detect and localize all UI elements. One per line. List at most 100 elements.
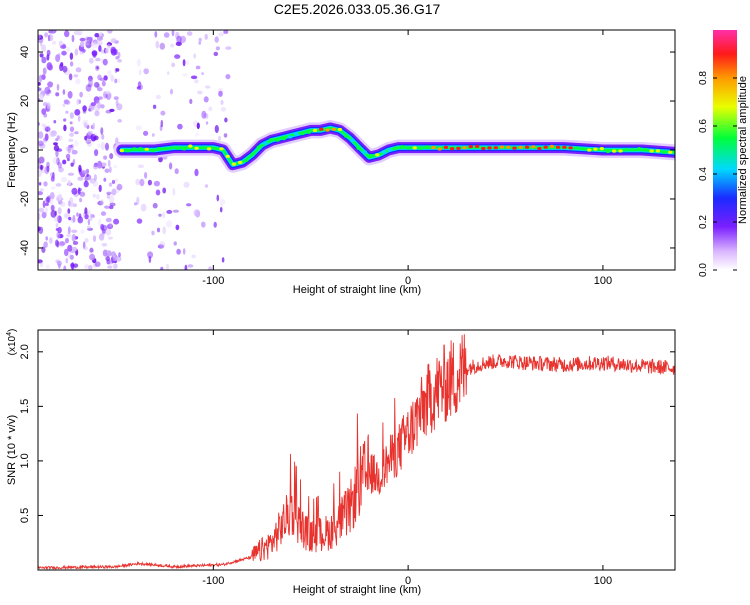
- noise-speck: [195, 132, 199, 137]
- noise-speck: [186, 60, 190, 65]
- noise-speck: [40, 164, 43, 171]
- noise-speck: [113, 164, 117, 169]
- noise-speck: [152, 104, 157, 110]
- noise-speck: [89, 36, 94, 42]
- noise-speck: [96, 194, 100, 200]
- noise-speck: [84, 40, 91, 46]
- noise-speck: [107, 265, 113, 269]
- noise-speck: [172, 187, 176, 196]
- noise-speck: [46, 165, 50, 173]
- noise-speck: [102, 58, 108, 66]
- noise-speck: [203, 96, 209, 103]
- noise-speck: [67, 244, 73, 252]
- noise-speck: [162, 211, 166, 219]
- noise-speck: [109, 166, 112, 174]
- noise-speck: [47, 81, 53, 88]
- ridge-peak: [238, 160, 243, 165]
- noise-speck: [87, 83, 93, 88]
- noise-speck: [50, 186, 56, 190]
- noise-speck: [84, 207, 88, 216]
- snr-multiplier-base: (x10: [7, 335, 18, 355]
- ridge-peak: [649, 149, 654, 153]
- noise-speck: [87, 227, 94, 231]
- noise-speck: [86, 36, 93, 45]
- noise-speck: [44, 133, 49, 141]
- noise-speck: [116, 78, 121, 83]
- noise-speck: [224, 117, 228, 123]
- noise-speck: [65, 153, 71, 160]
- noise-speck: [198, 37, 202, 42]
- noise-speck: [158, 213, 162, 217]
- noise-speck: [110, 74, 115, 82]
- snr-frame: [37, 329, 676, 571]
- noise-speck: [88, 265, 93, 270]
- noise-speck: [86, 225, 91, 230]
- noise-speck: [218, 32, 225, 37]
- ridge-peak: [200, 146, 205, 150]
- noise-speck: [62, 159, 67, 165]
- snr-plot-area: [38, 334, 675, 570]
- noise-speck: [50, 130, 57, 137]
- noise-speck: [100, 104, 105, 109]
- noise-speck: [71, 187, 78, 195]
- noise-speck: [56, 135, 60, 140]
- colorbar-tick-label: 0.2: [698, 215, 709, 229]
- ridge-peak: [368, 154, 374, 158]
- noise-speck: [94, 261, 101, 268]
- noise-speck: [65, 237, 69, 244]
- ridge-peak: [431, 145, 436, 150]
- noise-speck: [166, 220, 173, 228]
- noise-speck: [82, 119, 89, 128]
- noise-speck: [47, 64, 54, 71]
- noise-speck: [41, 211, 47, 219]
- ridge-peak: [213, 146, 218, 151]
- noise-speck: [74, 131, 79, 135]
- ridge-peak: [637, 147, 642, 151]
- noise-speck: [109, 258, 113, 265]
- ridge-peak: [418, 146, 424, 150]
- noise-speck: [46, 49, 51, 57]
- ridge-peak: [599, 147, 604, 151]
- noise-speck: [88, 108, 91, 112]
- noise-speck: [57, 53, 61, 59]
- noise-speck: [156, 227, 161, 233]
- x-tick-label: -100: [202, 575, 224, 587]
- noise-speck: [64, 212, 70, 219]
- noise-speck: [174, 168, 179, 175]
- noise-speck: [78, 164, 82, 173]
- noise-speck: [91, 105, 95, 111]
- noise-speck: [218, 135, 221, 141]
- noise-speck: [38, 169, 42, 177]
- noise-speck: [160, 119, 164, 128]
- noise-speck: [219, 198, 226, 205]
- ridge-peak: [325, 128, 330, 132]
- spectrogram-y-label: Frequency (Hz): [6, 112, 18, 188]
- x-tick-label: -100: [202, 275, 224, 287]
- noise-speck: [74, 109, 81, 116]
- noise-speck: [63, 118, 67, 122]
- ridge-peak: [125, 149, 131, 153]
- noise-speck: [41, 74, 46, 80]
- noise-speck: [213, 51, 219, 57]
- snr-axes: -100 0 100 0.5 1.0 1.5 2.0: [19, 330, 675, 587]
- ridge-peak: [661, 150, 667, 154]
- noise-speck: [98, 233, 105, 241]
- ridge-peak: [612, 149, 617, 153]
- ridge-peak: [269, 138, 274, 142]
- noise-speck: [69, 112, 74, 119]
- noise-speck: [38, 212, 41, 221]
- spectrogram-panel: -100 0 100 -40 -20 0 20 40 Height of straight l…: [6, 29, 676, 296]
- noise-speck: [81, 48, 86, 53]
- noise-speck: [136, 58, 141, 67]
- noise-speck: [39, 94, 44, 101]
- noise-speck: [84, 264, 90, 270]
- noise-speck: [137, 81, 142, 89]
- noise-speck: [219, 207, 223, 213]
- noise-speck: [79, 197, 83, 203]
- noise-speck: [62, 89, 66, 95]
- noise-speck: [79, 91, 83, 98]
- noise-speck: [82, 109, 87, 114]
- noise-speck: [117, 51, 121, 59]
- noise-speck: [198, 41, 202, 45]
